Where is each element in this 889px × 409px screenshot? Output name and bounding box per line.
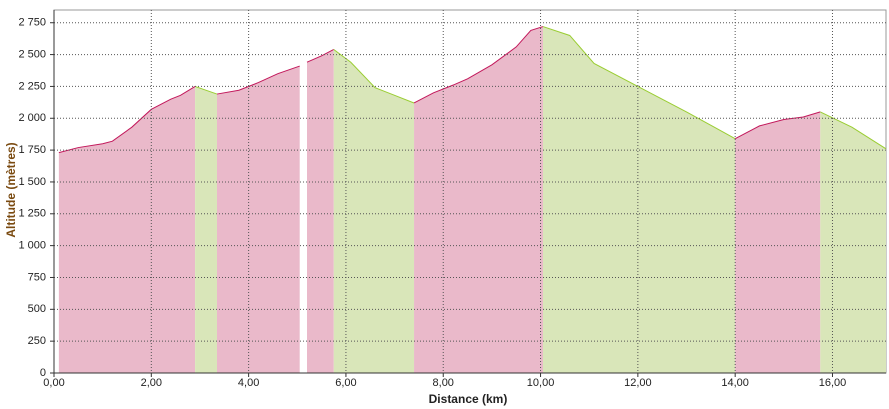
x-tick-label: 4,00	[238, 377, 259, 389]
x-tick-label: 2,00	[141, 377, 162, 389]
profile-line	[542, 26, 736, 140]
area-fill	[820, 111, 886, 373]
y-tick-label: 250	[28, 335, 46, 347]
area-fill	[307, 49, 334, 373]
y-tick-label: 750	[28, 271, 46, 283]
y-tick-label: 1 750	[18, 144, 46, 156]
profile-line	[216, 65, 300, 95]
x-tick-label: 6,00	[335, 377, 356, 389]
y-tick-label: 500	[28, 303, 46, 315]
x-tick-label: 8,00	[433, 377, 454, 389]
area-fill	[414, 26, 543, 374]
profile-line	[306, 49, 334, 63]
area-fill	[216, 66, 300, 373]
area-fill	[195, 86, 217, 373]
profile-line	[734, 111, 821, 140]
profile-line	[413, 26, 544, 104]
y-tick-label: 1 000	[18, 240, 46, 252]
x-axis-title: Distance (km)	[429, 392, 508, 406]
area-fill	[735, 111, 821, 373]
profile-line	[333, 49, 415, 104]
y-tick-label: 2 750	[18, 17, 46, 29]
y-tick-label: 1 250	[18, 208, 46, 220]
y-tick-label: 2 000	[18, 112, 46, 124]
y-tick-label: 2 500	[18, 48, 46, 60]
area-fill	[333, 49, 415, 373]
x-tick-label: 0,00	[43, 377, 64, 389]
y-tick-label: 0	[40, 367, 46, 379]
x-tick-label: 12,00	[624, 377, 652, 389]
area-fill	[58, 86, 196, 373]
x-tick-label: 16,00	[819, 377, 847, 389]
x-tick-label: 10,00	[527, 377, 555, 389]
y-tick-label: 2 250	[18, 80, 46, 92]
y-axis-title: Altitude (mètres)	[4, 142, 18, 237]
y-tick-label: 1 500	[18, 176, 46, 188]
area-fill	[542, 26, 736, 374]
x-tick-label: 14,00	[721, 377, 749, 389]
profile-line	[194, 85, 218, 95]
profile-line	[58, 85, 196, 154]
profile-line	[820, 111, 887, 150]
